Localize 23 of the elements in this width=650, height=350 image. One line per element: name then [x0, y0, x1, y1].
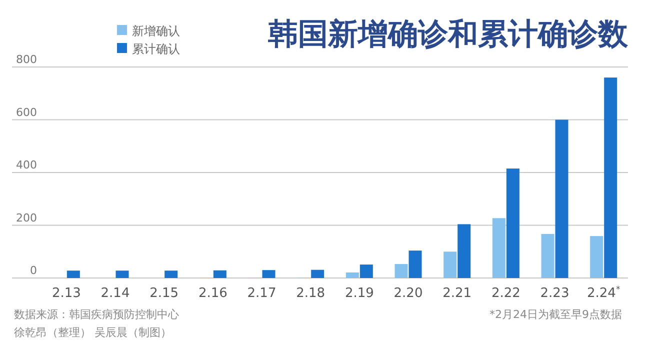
- x-tick-label: 2.24$^{*}$: [586, 284, 620, 301]
- x-tick-label: 2.20: [394, 286, 423, 301]
- legend-label: 新增确认: [132, 24, 180, 38]
- x-tick-label: 2.15: [150, 286, 179, 301]
- text: 徐乾昂（整理） 吴辰晨（制图）: [14, 326, 172, 339]
- y-tick-label: 400: [16, 158, 37, 172]
- legend-label: 累计确认: [132, 42, 180, 56]
- x-tick-label: 2.23: [540, 286, 570, 301]
- y-tick-label: 600: [16, 106, 37, 119]
- x-tick-label: 2.17: [247, 286, 276, 301]
- x-tick-label: 2.22: [491, 286, 520, 301]
- y-tick-label: 0: [30, 264, 37, 277]
- x-tick-label: 2.14: [100, 286, 130, 301]
- text: *2月24日为截至早9点数据: [490, 308, 622, 321]
- x-tick-label: 2.18: [296, 286, 326, 301]
- x-tick-label: 2.13: [52, 286, 81, 301]
- source-note: 数据来源：韩国疾病预防控制中心: [14, 308, 179, 321]
- y-tick-label: 200: [16, 211, 37, 224]
- chart-title: 韩国新增确诊和累计确诊数: [267, 17, 629, 52]
- x-tick-label: 2.16: [198, 286, 228, 301]
- x-tick-label: 2.19: [344, 286, 374, 301]
- y-tick-label: 800: [16, 53, 37, 66]
- x-tick-label: 2.21: [442, 286, 472, 301]
